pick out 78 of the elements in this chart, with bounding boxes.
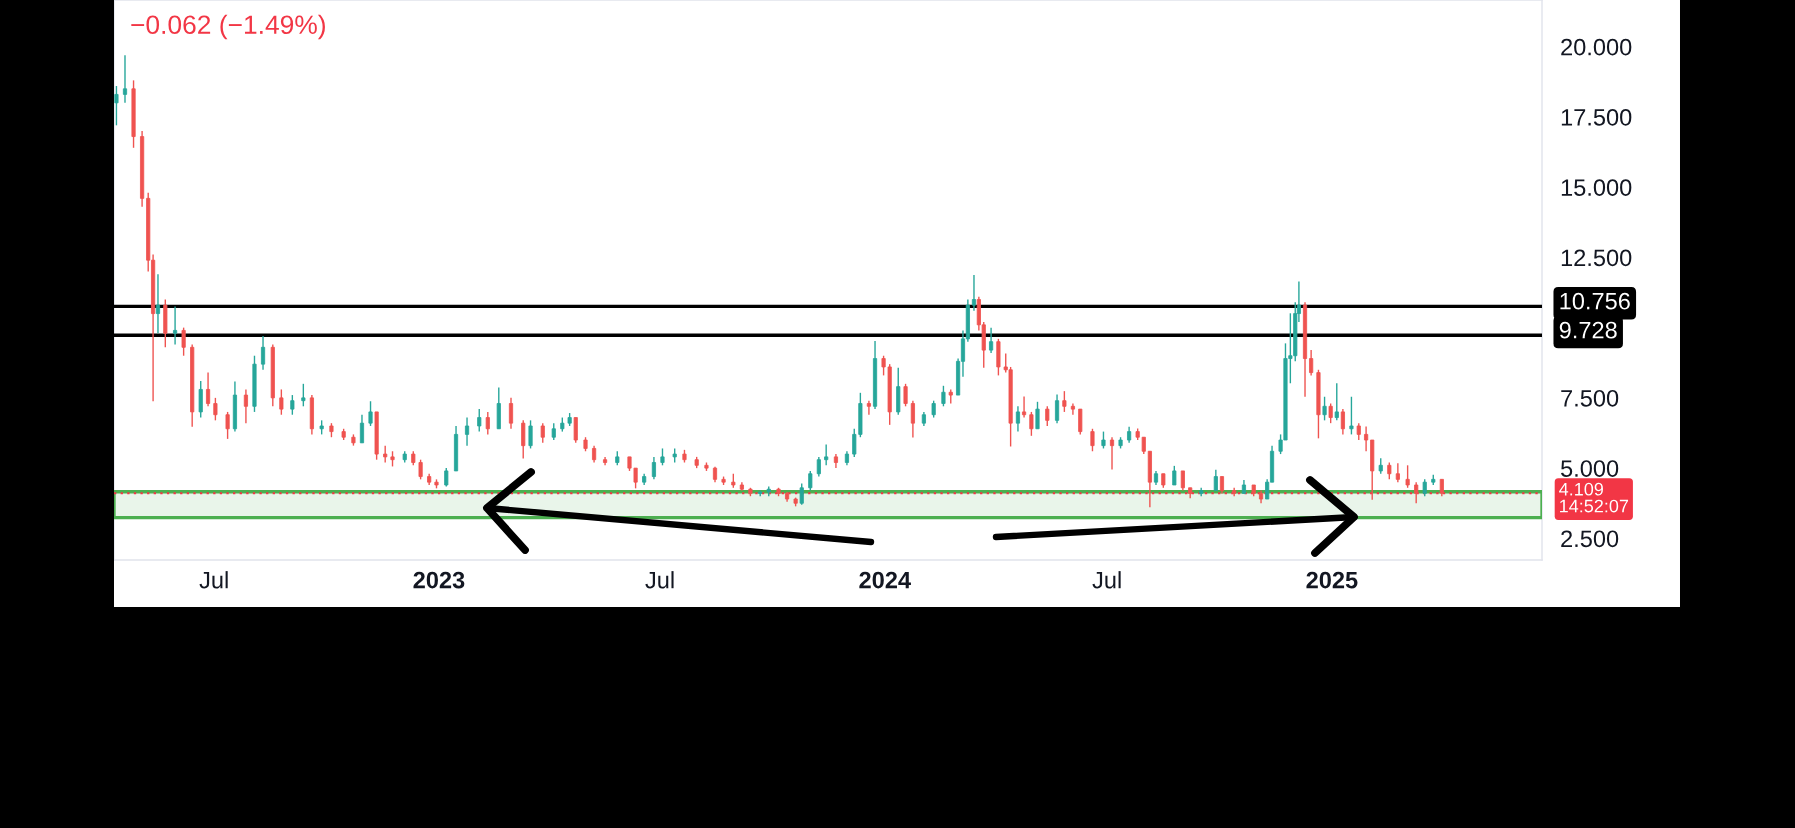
ref-line-label: 4.109 14:52:07: [1559, 482, 1629, 513]
candlestick: [383, 444, 388, 464]
ref-line-label: 9.728: [1559, 321, 1617, 339]
candlestick: [799, 482, 804, 506]
candlestick: [1054, 393, 1060, 424]
annotation: −0.062 (−1.49%): [131, 14, 325, 40]
candlestick: [173, 305, 178, 346]
candlestick: [508, 397, 514, 430]
x-tick-label: 2023: [413, 571, 465, 589]
candlestick: [540, 422, 545, 444]
candlestick: [971, 274, 977, 312]
candlestick: [114, 85, 119, 127]
candlestick: [1090, 428, 1095, 452]
candlestick: [1109, 436, 1115, 471]
candlestick: [824, 443, 829, 467]
candlestick: [301, 383, 306, 407]
candlestick: [225, 411, 230, 440]
candlestick: [181, 326, 186, 357]
candlestick: [1364, 425, 1369, 452]
candlestick: [368, 400, 373, 427]
candlestick: [1029, 411, 1034, 437]
candlestick: [1322, 396, 1327, 422]
x-tick-label: 2024: [859, 571, 911, 589]
candlestick: [418, 458, 423, 481]
candlestick: [1405, 464, 1410, 489]
candlestick: [1309, 349, 1314, 377]
y-tick-label: 20.000: [1561, 38, 1632, 56]
candlestick: [260, 335, 266, 371]
candlestick: [941, 385, 946, 407]
candlestick: [1015, 405, 1021, 433]
candlestick: [243, 388, 248, 424]
x-tick-label: 2025: [1306, 571, 1358, 589]
candlestick: [122, 54, 128, 104]
candlestick: [1045, 405, 1050, 427]
candlestick: [1070, 402, 1075, 416]
candlestick: [528, 419, 533, 450]
candlestick: [903, 383, 908, 407]
y-tick-label: 12.500: [1561, 249, 1632, 267]
ref-line-label: 10.756: [1560, 292, 1630, 310]
candlestick: [1334, 382, 1339, 422]
candlestick: [1035, 401, 1040, 430]
candlestick: [1414, 481, 1419, 504]
y-tick-label: 5.000: [1561, 460, 1619, 477]
candlestick: [205, 371, 211, 407]
candlestick: [290, 394, 295, 416]
candlestick: [359, 414, 365, 444]
candlestick: [1340, 408, 1345, 436]
candlestick: [464, 416, 470, 447]
candlestick: [521, 419, 526, 460]
candlestick: [1213, 469, 1218, 492]
candlestick: [1395, 462, 1400, 483]
candlestick: [213, 397, 218, 422]
candlestick: [1062, 390, 1067, 413]
candlestick: [485, 411, 490, 436]
candlestick: [651, 456, 656, 481]
candlestick: [1180, 470, 1185, 492]
x-tick-label: Jul: [645, 571, 674, 589]
candlestick: [866, 399, 871, 416]
candlestick: [1021, 395, 1027, 419]
candlestick: [1078, 408, 1083, 436]
y-tick-label: 7.500: [1561, 389, 1619, 407]
candlestick: [1349, 396, 1354, 436]
candlestick: [1328, 402, 1333, 424]
candlestick: [155, 273, 161, 334]
candlestick: [808, 470, 813, 492]
y-tick-label: 15.000: [1561, 179, 1632, 196]
candlestick: [910, 399, 915, 439]
candlestick: [279, 388, 284, 416]
candlestick: [198, 380, 203, 419]
y-tick-label: 2.500: [1561, 530, 1619, 548]
x-tick-label: Jul: [199, 571, 228, 589]
candlestick: [989, 326, 994, 354]
candlestick: [573, 416, 578, 444]
x-tick-label: Jul: [1092, 571, 1121, 589]
candlestick: [1172, 465, 1177, 486]
candlestick: [477, 408, 482, 433]
candlestick: [816, 456, 821, 478]
y-tick-label: 17.500: [1561, 108, 1632, 126]
